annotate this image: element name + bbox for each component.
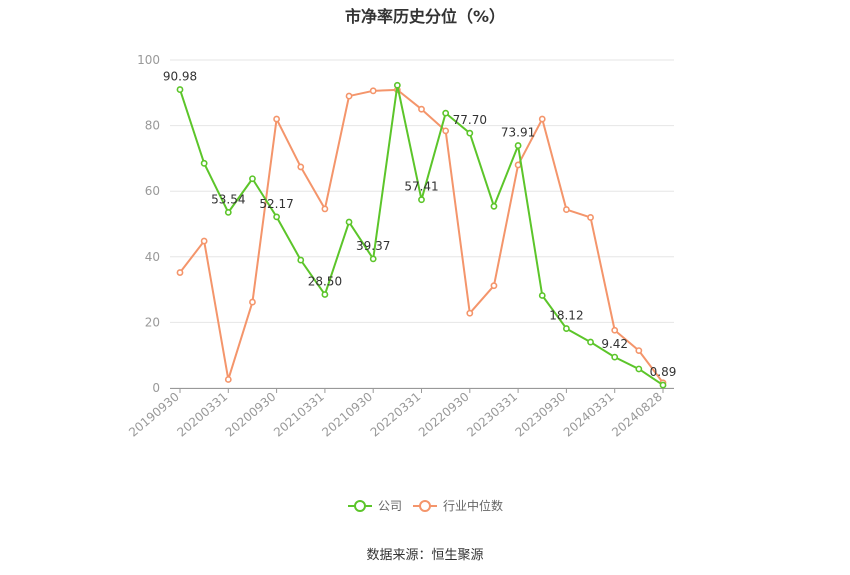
- data-point-company[interactable]: [321, 291, 329, 298]
- data-point-industry[interactable]: [176, 269, 184, 276]
- data-point-company[interactable]: [249, 175, 256, 183]
- x-tick-label: 20220930: [416, 390, 472, 440]
- data-point-company[interactable]: [442, 109, 450, 117]
- legend: 公司 行业中位数: [348, 498, 503, 513]
- x-tick-label: 20240828: [609, 390, 665, 440]
- y-tick-label: 60: [145, 184, 160, 198]
- data-label: 52.17: [259, 197, 293, 211]
- chart-title: 市净率历史分位（%）: [345, 7, 505, 26]
- data-point-industry[interactable]: [587, 214, 594, 221]
- data-label: 18.12: [549, 309, 583, 323]
- data-label: 0.89: [650, 365, 677, 379]
- legend-item-company[interactable]: 公司: [348, 499, 402, 513]
- x-tick-label: 20220331: [368, 390, 424, 440]
- data-point-industry[interactable]: [466, 309, 474, 317]
- data-point-industry[interactable]: [321, 205, 329, 213]
- label-layer: 90.98 53.54 52.17 28.50 39.37 57.41 77.70 73.91…: [163, 70, 677, 379]
- data-point-company[interactable]: [224, 208, 232, 216]
- x-tick-label: 20200331: [174, 390, 230, 440]
- data-point-industry[interactable]: [224, 376, 232, 383]
- legend-company-marker: [354, 500, 366, 512]
- data-point-company[interactable]: [393, 81, 401, 89]
- legend-item-industry[interactable]: 行业中位数: [413, 498, 503, 513]
- data-label: 53.54: [211, 192, 245, 206]
- data-point-industry[interactable]: [369, 87, 377, 95]
- data-point-company[interactable]: [297, 256, 305, 264]
- data-point-company[interactable]: [466, 129, 474, 137]
- data-point-industry[interactable]: [563, 206, 570, 213]
- data-point-company[interactable]: [514, 142, 522, 149]
- x-tick-label: 20210930: [319, 390, 375, 440]
- data-point-industry[interactable]: [442, 127, 450, 135]
- data-label: 73.91: [501, 126, 535, 140]
- data-label: 57.41: [404, 180, 438, 194]
- data-point-industry[interactable]: [345, 92, 353, 100]
- x-tick-label: 20190930: [126, 390, 182, 440]
- x-tick-label: 20240331: [561, 390, 617, 440]
- data-point-company[interactable]: [587, 338, 594, 346]
- legend-company-label: 公司: [378, 499, 402, 513]
- data-label: 9.42: [601, 337, 628, 351]
- data-point-company[interactable]: [176, 86, 184, 93]
- data-point-industry[interactable]: [538, 115, 546, 123]
- data-label: 90.98: [163, 70, 197, 84]
- data-point-industry[interactable]: [611, 326, 619, 334]
- axis-layer: 0204060801002019093020200331202009302021…: [126, 53, 674, 440]
- data-point-company[interactable]: [635, 365, 643, 373]
- data-point-company[interactable]: [563, 325, 570, 332]
- legend-industry-marker: [419, 500, 431, 512]
- x-tick-label: 20230331: [464, 390, 520, 440]
- data-label: 28.50: [308, 275, 342, 289]
- data-point-company[interactable]: [345, 218, 353, 226]
- y-tick-label: 80: [145, 119, 160, 133]
- data-point-company[interactable]: [538, 292, 546, 299]
- data-label: 77.70: [453, 113, 487, 127]
- data-point-company[interactable]: [659, 381, 667, 389]
- data-point-company[interactable]: [369, 255, 377, 263]
- data-point-company[interactable]: [611, 353, 619, 361]
- data-point-industry[interactable]: [297, 163, 305, 171]
- y-tick-label: 0: [152, 381, 160, 395]
- y-tick-label: 100: [137, 53, 160, 67]
- y-tick-label: 40: [145, 250, 160, 264]
- data-point-industry[interactable]: [635, 347, 643, 355]
- data-point-company[interactable]: [200, 159, 208, 167]
- data-point-company[interactable]: [490, 202, 498, 210]
- y-tick-label: 20: [145, 315, 160, 329]
- data-point-company[interactable]: [273, 213, 280, 221]
- data-point-industry[interactable]: [490, 282, 498, 290]
- data-point-industry[interactable]: [200, 237, 208, 245]
- data-point-company[interactable]: [418, 196, 425, 204]
- data-label: 39.37: [356, 239, 390, 253]
- data-point-industry[interactable]: [273, 115, 280, 123]
- legend-industry-label: 行业中位数: [443, 498, 503, 513]
- x-tick-label: 20210331: [271, 390, 327, 440]
- x-tick-label: 20200930: [223, 390, 279, 440]
- data-point-industry[interactable]: [249, 298, 256, 306]
- source-note: 数据来源：恒生聚源: [366, 548, 483, 563]
- x-tick-label: 20230930: [513, 390, 569, 440]
- series-layer: [176, 81, 667, 389]
- data-point-industry[interactable]: [418, 105, 425, 113]
